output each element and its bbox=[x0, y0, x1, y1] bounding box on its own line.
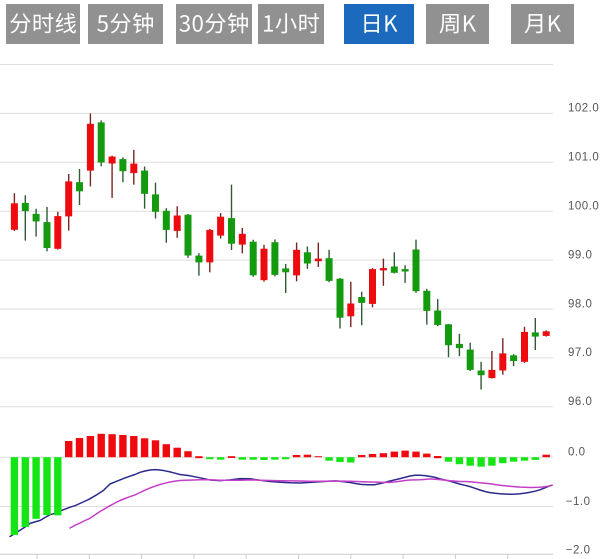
svg-text:102.0: 102.0 bbox=[568, 103, 599, 115]
svg-text:97.0: 97.0 bbox=[568, 347, 592, 359]
svg-text:−2.0: −2.0 bbox=[566, 545, 591, 557]
svg-text:101.0: 101.0 bbox=[568, 152, 599, 164]
svg-text:100.0: 100.0 bbox=[568, 201, 599, 213]
svg-text:96.0: 96.0 bbox=[568, 396, 592, 408]
svg-text:99.0: 99.0 bbox=[568, 249, 592, 261]
svg-text:−1.0: −1.0 bbox=[566, 496, 591, 508]
svg-text:98.0: 98.0 bbox=[568, 298, 592, 310]
svg-text:0.0: 0.0 bbox=[568, 447, 586, 459]
